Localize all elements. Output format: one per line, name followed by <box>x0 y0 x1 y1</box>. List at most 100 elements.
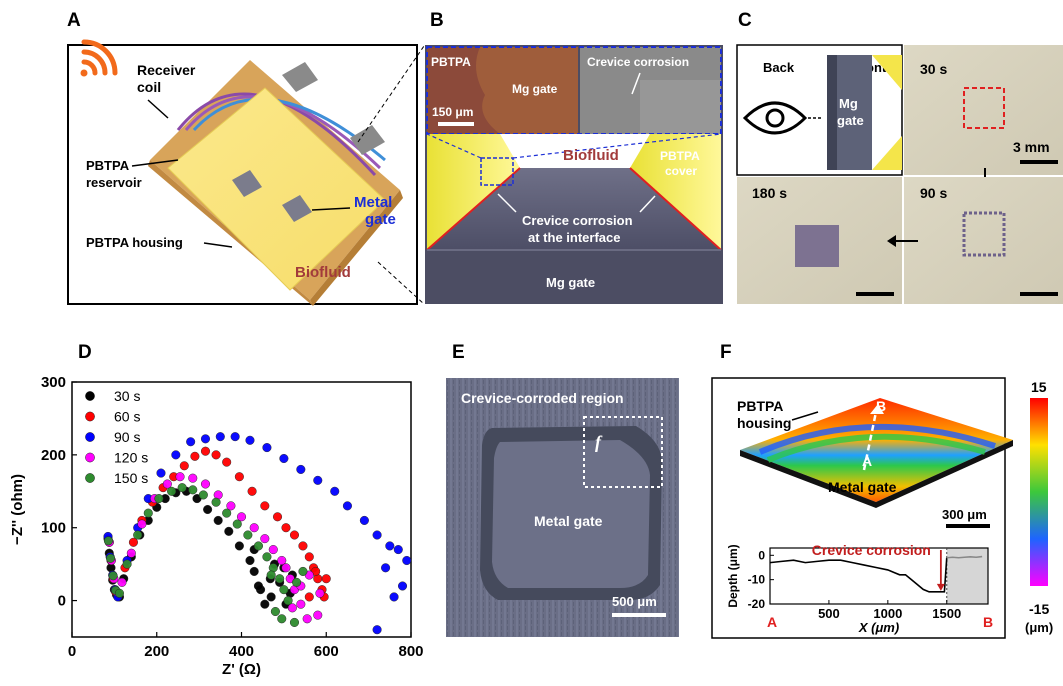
data-point-60s <box>128 537 138 547</box>
panel-a-label: A <box>67 10 81 31</box>
t30-label: 30 s <box>920 61 947 77</box>
data-point-120s <box>117 577 127 587</box>
corroded-region-90s <box>962 211 1006 257</box>
metal-gate-label-1: Metal <box>354 194 392 211</box>
f-label: f <box>595 432 603 452</box>
data-point-90s <box>402 555 412 566</box>
zoom-line-bottom <box>377 261 425 305</box>
receiver-coil-arrow <box>147 99 169 119</box>
data-point-90s <box>186 437 196 447</box>
region-f-marker <box>583 416 663 488</box>
x-tick-label: 0 <box>68 643 76 660</box>
scale-bar-e <box>612 613 666 617</box>
device-illustration <box>148 60 403 306</box>
legend-label: 120 s <box>114 450 148 466</box>
colorbar-min-label: -15 <box>1029 601 1049 617</box>
y-axis-label: Depth (μm) <box>726 544 740 607</box>
data-point-60s <box>260 501 270 511</box>
data-point-120s <box>226 501 236 511</box>
panel-b-label: B <box>430 10 444 31</box>
data-point-150s <box>277 614 287 624</box>
pbtpa-reservoir-label-2: reservoir <box>86 175 142 190</box>
pbtpa-inset-label: PBTPA <box>431 55 471 69</box>
pbtpa-cover-label-2: cover <box>665 164 697 178</box>
crevice-annotation-arrowhead <box>936 583 945 591</box>
data-point-30s <box>203 504 213 515</box>
colorbar-max-label: 15 <box>1031 379 1047 395</box>
data-point-30s <box>266 592 276 602</box>
data-point-120s <box>287 603 297 613</box>
data-point-150s <box>114 588 125 598</box>
eye-icon <box>742 101 808 135</box>
metal-gate-label-f: Metal gate <box>828 479 897 495</box>
legend-label: 60 s <box>114 409 140 425</box>
profile-line-shaded <box>946 555 983 559</box>
data-point-90s <box>372 625 382 635</box>
data-point-30s <box>234 541 244 551</box>
legend-label: 150 s <box>114 470 148 486</box>
data-point-150s <box>108 571 118 581</box>
data-point-60s <box>211 450 221 460</box>
y-axis-label: −Z'' (ohm) <box>9 474 26 545</box>
metal-gate-label-e: Metal gate <box>534 513 603 529</box>
profile-line-profile <box>769 557 948 593</box>
data-point-60s <box>247 486 257 496</box>
scale-bar-b <box>438 122 474 126</box>
data-point-60s <box>289 530 300 540</box>
data-point-150s <box>266 570 276 580</box>
legend-marker <box>85 391 95 401</box>
data-point-120s <box>126 548 136 558</box>
data-point-90s <box>245 435 255 445</box>
zoom-line-top <box>357 45 425 143</box>
x-tick-label: 800 <box>398 643 423 660</box>
data-point-120s <box>175 472 185 482</box>
data-point-120s <box>302 614 312 624</box>
data-point-90s <box>230 432 240 442</box>
legend-label: 90 s <box>114 429 140 445</box>
profile-plot-frame <box>769 547 989 605</box>
data-point-150s <box>133 530 143 540</box>
data-point-30s <box>245 555 255 566</box>
data-point-30s <box>213 515 223 525</box>
scale-bar-c <box>1020 160 1058 164</box>
data-point-150s <box>275 574 285 584</box>
metal-gate-label-2: gate <box>365 211 396 228</box>
data-point-150s <box>122 559 132 569</box>
region-marker <box>963 87 1005 129</box>
mg-gate-label-c-1: Mg <box>839 96 858 111</box>
data-point-120s <box>315 588 325 598</box>
data-point-150s <box>298 566 308 576</box>
data-point-90s <box>171 450 181 460</box>
data-point-60s <box>272 512 283 522</box>
data-point-150s <box>283 596 293 606</box>
crevice-corroded-title: Crevice-corroded region <box>461 390 624 406</box>
data-point-120s <box>268 545 278 555</box>
x-end-label: B <box>983 614 993 630</box>
x-tick-label: 400 <box>229 643 254 660</box>
data-point-150s <box>167 486 177 496</box>
data-point-120s <box>296 599 306 609</box>
panel-a: A Receiver coil PBTPA reservoir <box>67 10 418 306</box>
scale-bar-label-e: 500 μm <box>612 594 657 609</box>
mg-gate-bottom-label: Mg gate <box>546 275 595 290</box>
housing-arrow <box>203 242 233 248</box>
data-point-150s <box>143 508 153 518</box>
pbtpa-housing-label: PBTPA housing <box>86 235 183 250</box>
data-point-90s <box>342 501 352 511</box>
data-point-90s <box>279 453 289 464</box>
y-tick-label: 0 <box>758 548 765 562</box>
x-axis-label: X (μm) <box>858 620 899 635</box>
x-start-label: A <box>767 614 777 630</box>
data-point-150s <box>253 541 264 551</box>
biofluid-label-b: Biofluid <box>563 147 619 164</box>
data-point-60s <box>298 541 308 551</box>
data-point-150s <box>292 577 302 587</box>
point-a-label: A <box>862 453 872 469</box>
crevice-interface-label-1: Crevice corrosion <box>522 213 633 228</box>
panel-c-label: C <box>738 10 752 31</box>
data-point-150s <box>198 490 208 500</box>
interface-arrow-right <box>639 195 656 213</box>
data-point-60s <box>281 523 291 533</box>
panel-f: F PBTPA housing B A Metal gate 300 μm 50… <box>711 342 1053 639</box>
inset-marker <box>480 157 514 186</box>
